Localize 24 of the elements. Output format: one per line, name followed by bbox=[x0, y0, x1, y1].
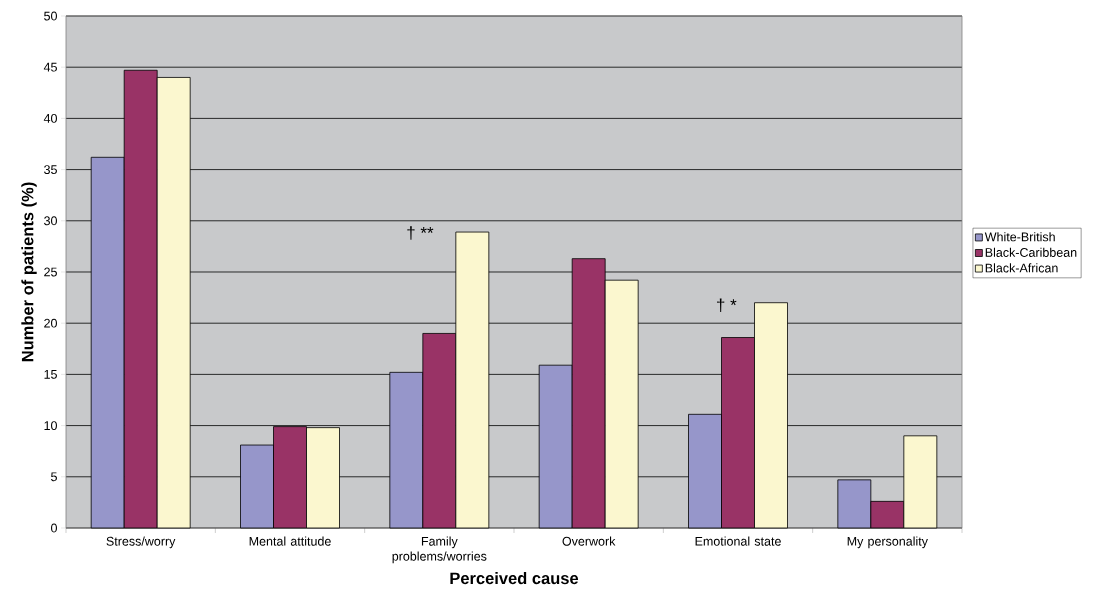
x-axis-title: Perceived cause bbox=[450, 572, 579, 585]
annotation: † ** bbox=[407, 226, 434, 240]
y-tick-label: 50 bbox=[44, 11, 57, 21]
y-tick-label: 35 bbox=[44, 165, 57, 175]
legend-label: Black-Caribbean bbox=[985, 247, 1077, 257]
annotation: † * bbox=[717, 298, 737, 312]
y-tick-label: 45 bbox=[43, 62, 57, 72]
x-tick-label: Mental attitude bbox=[249, 536, 331, 546]
y-tick-label: 5 bbox=[51, 472, 57, 482]
legend-label: Black-African bbox=[985, 263, 1058, 273]
y-tick-label: 20 bbox=[44, 318, 57, 328]
y-tick-label: 25 bbox=[44, 267, 57, 277]
y-tick-label: 0 bbox=[51, 523, 57, 533]
y-axis-title: Number of patients (%) bbox=[21, 182, 37, 362]
x-tick-label: Stress/worry bbox=[106, 536, 176, 549]
x-tick-label: Emotional state bbox=[695, 536, 781, 546]
legend-label: White-British bbox=[984, 232, 1055, 242]
x-tick-label: My personality bbox=[847, 536, 928, 549]
x-tick-label: Family problems/worries bbox=[392, 536, 487, 564]
y-tick-label: 10 bbox=[44, 421, 57, 431]
y-tick-label: 40 bbox=[43, 113, 57, 123]
x-tick-label: Overwork bbox=[562, 536, 616, 546]
y-tick-label: 15 bbox=[44, 370, 57, 379]
y-tick-label: 30 bbox=[44, 216, 57, 226]
